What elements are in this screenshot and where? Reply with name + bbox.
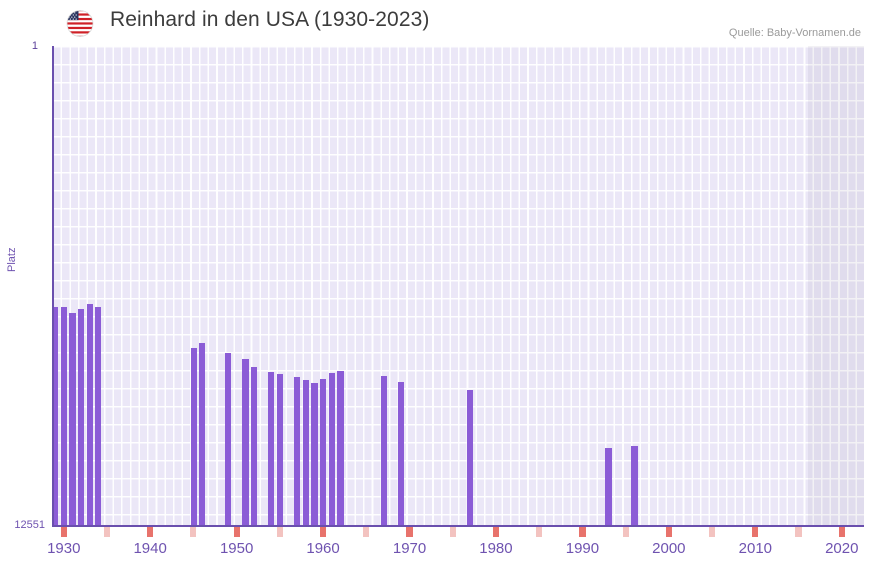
y-axis-bottom-label: 12551 <box>14 519 45 531</box>
x-axis-major-tick-2020 <box>838 527 845 537</box>
bar-1994[interactable] <box>605 448 612 526</box>
bar-1932[interactable] <box>78 309 85 526</box>
x-axis-minor-tick-0 <box>103 527 111 537</box>
bar-1978[interactable] <box>467 390 474 526</box>
x-axis-major-tick-1940 <box>147 527 154 537</box>
x-axis-line <box>52 525 864 527</box>
chart-header: Reinhard in den USA (1930-2023) Quelle: … <box>0 0 873 46</box>
x-axis-minor-tick-5 <box>536 527 543 537</box>
x-axis-major-tick-1990 <box>579 527 586 537</box>
us-flag-icon <box>66 10 94 37</box>
bar-1970[interactable] <box>397 382 405 526</box>
bar-1947[interactable] <box>199 343 206 526</box>
x-axis-minor-tick-4 <box>449 527 456 537</box>
y-axis-top-label: 1 <box>31 40 38 52</box>
plot-area <box>52 46 864 526</box>
x-axis-tick-strip <box>52 527 864 537</box>
page-title: Reinhard in den USA (1930-2023) <box>110 8 430 31</box>
x-axis-major-tick-1970 <box>406 527 413 537</box>
x-axis-minor-tick-2 <box>276 527 283 537</box>
source-attribution: Quelle: Baby-Vornamen.de <box>728 27 861 39</box>
bar-1958[interactable] <box>294 377 301 526</box>
x-axis-minor-tick-1 <box>190 527 197 537</box>
bar-1946[interactable] <box>190 348 197 526</box>
x-axis-minor-tick-6 <box>622 527 629 537</box>
x-tick-label-1960: 1960 <box>306 540 340 557</box>
bar-1968[interactable] <box>380 376 387 526</box>
bar-1960[interactable] <box>311 383 318 526</box>
x-tick-label-1970: 1970 <box>392 540 427 557</box>
x-axis-minor-tick-8 <box>795 527 802 537</box>
x-tick-label-2010: 2010 <box>738 540 773 557</box>
bar-1997[interactable] <box>631 446 638 526</box>
bar-1959[interactable] <box>302 380 310 526</box>
x-axis-major-tick-1960 <box>319 527 327 537</box>
x-axis-major-tick-2010 <box>752 527 759 537</box>
bar-1961[interactable] <box>320 379 327 526</box>
x-tick-label-1980: 1980 <box>479 540 513 557</box>
bar-1933[interactable] <box>86 304 93 526</box>
y-axis-title: Platz <box>6 247 18 272</box>
x-axis-major-tick-1930 <box>60 527 67 537</box>
x-axis-major-tick-2000 <box>665 527 672 537</box>
x-axis-major-tick-1950 <box>233 527 240 537</box>
bar-1956[interactable] <box>276 374 284 526</box>
x-tick-label-1990: 1990 <box>565 540 600 557</box>
y-axis-line <box>52 46 54 527</box>
x-axis-tick-labels: 1930 1940 1950 1960 1970 1980 1990 2000 2010 2020 <box>0 540 873 567</box>
bar-1930[interactable] <box>60 307 67 526</box>
bar-1950[interactable] <box>225 353 232 526</box>
bar-1955[interactable] <box>268 372 275 526</box>
x-tick-label-1940: 1940 <box>133 540 167 557</box>
future-range-shading <box>808 46 864 526</box>
bar-1962[interactable] <box>328 373 336 526</box>
x-tick-label-2020: 2020 <box>825 540 859 557</box>
x-tick-label-1930: 1930 <box>47 540 81 557</box>
x-tick-label-1950: 1950 <box>219 540 254 557</box>
bar-1952[interactable] <box>242 359 249 526</box>
x-tick-label-2000: 2000 <box>652 540 686 557</box>
x-axis-major-tick-1980 <box>492 527 500 537</box>
bar-1953[interactable] <box>251 367 258 526</box>
bar-1931[interactable] <box>69 313 76 526</box>
bar-1963[interactable] <box>337 371 344 526</box>
x-axis-minor-tick-7 <box>708 527 716 537</box>
x-axis-minor-tick-3 <box>363 527 370 537</box>
bar-1934[interactable] <box>95 307 102 526</box>
bar-1929[interactable] <box>52 307 59 526</box>
